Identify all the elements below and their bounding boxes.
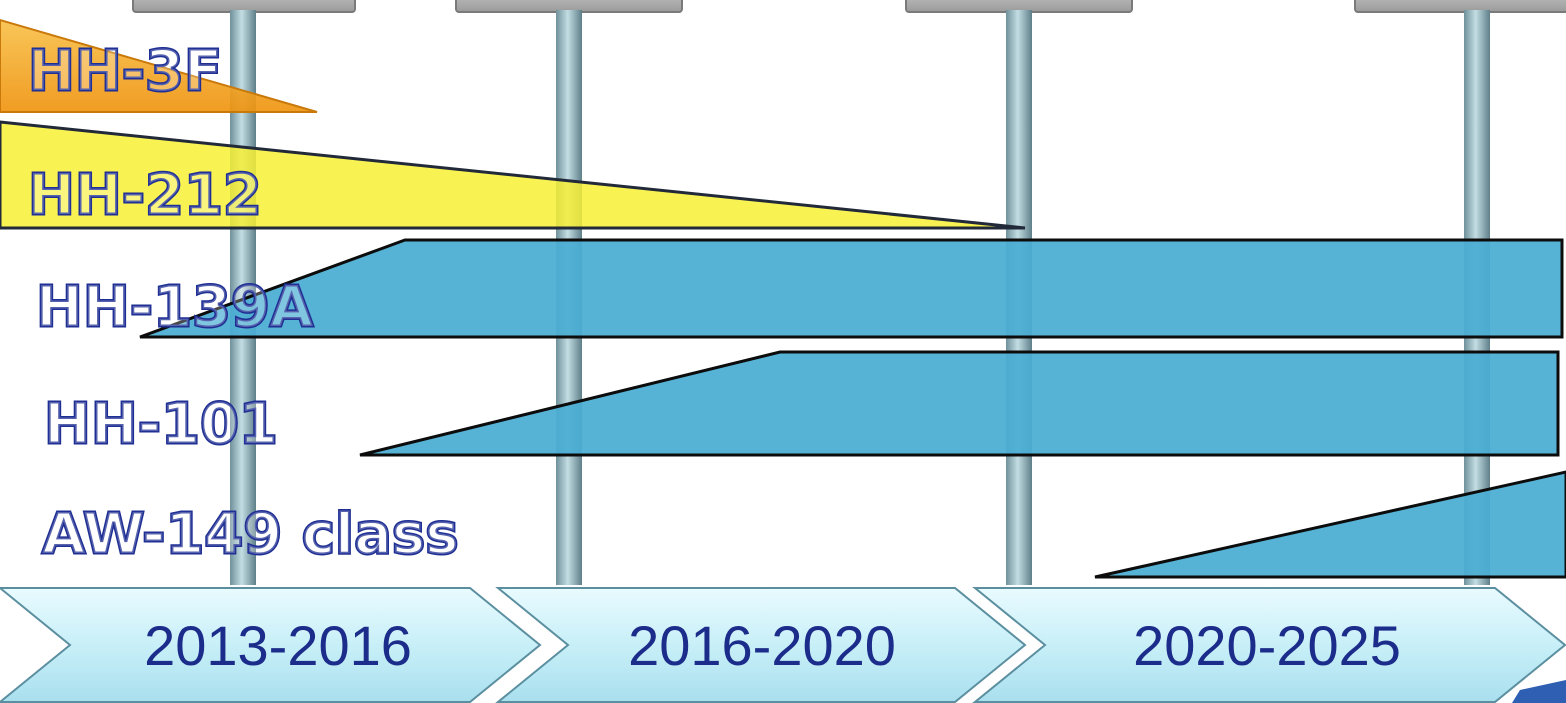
aw149-entry-wedge [1094,470,1566,579]
period-chevron-1 [0,587,542,703]
aircraft-label-hh212: HH-212 [28,163,262,228]
period-chevron-3 [972,587,1566,703]
hh3f-retirement-wedge [0,18,318,113]
period-chevrons: 2013-2016 2016-2020 2020-2025 [0,587,1566,703]
pole-caps [132,0,1566,13]
aircraft-label-aw149: AW-149 class [42,502,459,567]
corner-accent [1512,680,1566,703]
period-chevron-2 [495,587,1027,703]
period-label-3: 2020-2025 [1133,614,1401,677]
hh139a-service-bar [139,238,1564,339]
period-label-1: 2013-2016 [144,614,412,677]
aircraft-label-hh3f: HH-3F [28,39,222,104]
aircraft-label-hh101: HH-101 [44,392,278,457]
hh212-retirement-wedge [0,120,1026,230]
period-label-2: 2016-2020 [628,614,896,677]
aircraft-labels: HH-3F HH-212 HH-139A HH-101 AW-149 class [27,38,461,569]
aircraft-label-hh139a: HH-139A [36,275,314,340]
hh101-service-bar [359,350,1560,457]
pole-cap [1354,0,1566,13]
